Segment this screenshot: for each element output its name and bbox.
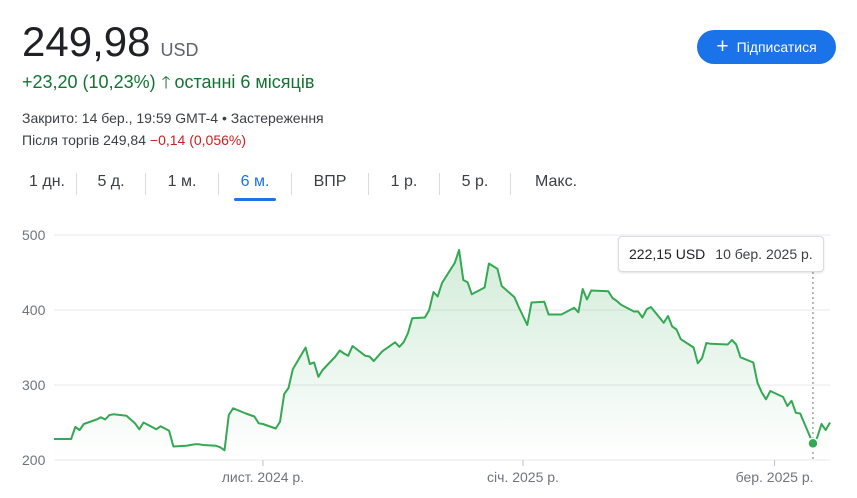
y-tick-label: 200 [22, 452, 46, 468]
tab-max[interactable]: Макс. [534, 173, 578, 190]
plus-icon: + [716, 34, 729, 58]
tab-ytd[interactable]: ВПР [313, 173, 347, 190]
tab-1-month[interactable]: 1 м. [167, 173, 197, 190]
y-tick-label: 400 [22, 302, 46, 318]
closed-info: Закрито: 14 бер., 19:59 GMT-4 • Застереж… [22, 110, 324, 126]
x-tick-label: лист. 2024 р. [222, 469, 304, 485]
price-row: 249,98 USD [22, 18, 198, 66]
x-tick-label: бер. 2025 р. [736, 469, 814, 485]
tab-1-year[interactable]: 1 р. [390, 173, 418, 190]
tab-divider [291, 173, 292, 195]
tab-divider [439, 173, 440, 195]
tab-divider [76, 173, 77, 195]
currency-label: USD [160, 40, 199, 60]
x-tick-label: січ. 2025 р. [487, 469, 559, 485]
tab-5-days[interactable]: 5 д. [97, 173, 125, 190]
after-hours-info: Після торгів 249,84 −0,14 (0,056%) [22, 132, 246, 148]
tooltip-date: 10 бер. 2025 р. [715, 246, 813, 262]
after-hours-label: Після торгів 249,84 [22, 132, 147, 148]
subscribe-button[interactable]: + Підписатися [697, 30, 836, 64]
current-price: 249,98 [22, 18, 151, 65]
price-line [54, 249, 831, 452]
price-area [54, 250, 830, 460]
price-chart[interactable]: 200 300 400 500 лист. 2024 р. січ. 2025 р. бер… [0, 220, 857, 498]
chart-tooltip: 222,15 USD 10 бер. 2025 р. [618, 236, 824, 272]
tab-1-day[interactable]: 1 дн. [29, 173, 65, 190]
tab-5-years[interactable]: 5 р. [461, 173, 489, 190]
price-change-row: +23,20 (10,23%) 🡑 останні 6 місяців [22, 72, 314, 93]
tooltip-price: 222,15 USD [629, 246, 706, 262]
arrow-up-icon: 🡑 [161, 73, 171, 92]
range-tabs: 1 дн. 5 д. 1 м. 6 м. ВПР 1 р. 5 р. Макс. [18, 166, 601, 201]
tab-divider [368, 173, 369, 195]
y-tick-label: 500 [22, 227, 46, 243]
tab-divider [218, 173, 219, 195]
subscribe-label: Підписатися [736, 39, 817, 55]
y-tick-label: 300 [22, 377, 46, 393]
hover-point [807, 437, 819, 450]
tab-divider [510, 173, 511, 195]
tab-6-months[interactable]: 6 м. [234, 166, 276, 201]
price-change: +23,20 (10,23%) [22, 72, 156, 92]
after-hours-change: −0,14 (0,056%) [149, 132, 247, 148]
change-period: останні 6 місяців [174, 72, 315, 92]
tab-divider [145, 173, 146, 195]
